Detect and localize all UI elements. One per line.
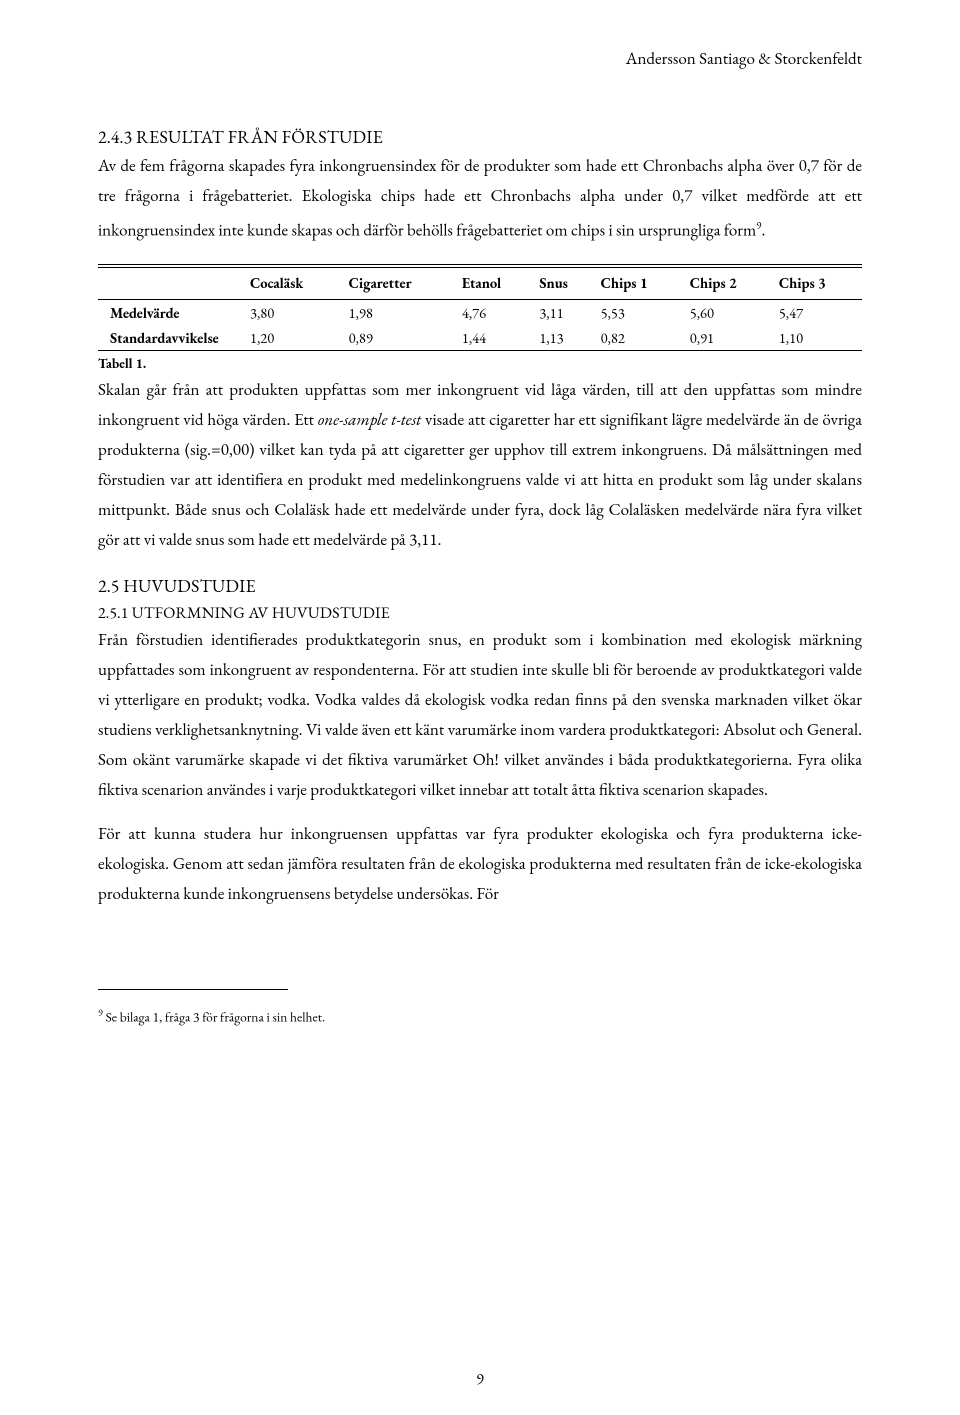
- table-cell: 3,11: [533, 299, 594, 325]
- table-cell: 5,60: [684, 299, 773, 325]
- footnote: 9 Se bilaga 1, fråga 3 för frågorna i si…: [98, 1004, 862, 1027]
- section-number: 2.4.3: [98, 126, 132, 149]
- section-number: 2.5: [98, 575, 119, 598]
- paragraph-after-table: Skalan går från att produkten uppfattas …: [98, 375, 862, 555]
- italic-term: one-sample t-test: [318, 409, 421, 431]
- table-row-label: Standardavvikelse: [98, 325, 244, 351]
- table-header-cell: [98, 266, 244, 300]
- table-header-cell: Chips 1: [595, 266, 684, 300]
- para-text-end: .: [761, 220, 765, 242]
- table-row-label: Medelvärde: [98, 299, 244, 325]
- table-cell: 1,98: [343, 299, 456, 325]
- section-2-5-heading: 2.5 HUVUDSTUDIE: [98, 575, 862, 598]
- table-header-cell: Cocaläsk: [244, 266, 343, 300]
- table-caption: Tabell 1.: [98, 355, 862, 373]
- table-header-cell: Chips 2: [684, 266, 773, 300]
- footnote-text: Se bilaga 1, fråga 3 för frågorna i sin …: [103, 1008, 325, 1026]
- table-header-cell: Etanol: [456, 266, 533, 300]
- section-2-4-3-heading: 2.4.3 RESULTAT FRÅN FÖRSTUDIE: [98, 126, 862, 149]
- table-row: Standardavvikelse 1,20 0,89 1,44 1,13 0,…: [98, 325, 862, 351]
- table-header-row: Cocaläsk Cigaretter Etanol Snus Chips 1 …: [98, 266, 862, 300]
- table-cell: 1,10: [773, 325, 862, 351]
- section-number: 2.5.1: [98, 602, 128, 623]
- running-header: Andersson Santiago & Storckenfeldt: [98, 48, 862, 70]
- table-header-cell: Cigaretter: [343, 266, 456, 300]
- paragraph-pre-table: Av de fem frågorna skapades fyra inkongr…: [98, 151, 862, 246]
- section-title: UTFORMNING AV HUVUDSTUDIE: [128, 602, 389, 623]
- table-cell: 0,89: [343, 325, 456, 351]
- table-cell: 4,76: [456, 299, 533, 325]
- page-number: 9: [0, 1368, 960, 1389]
- table-cell: 5,53: [595, 299, 684, 325]
- table-cell: 1,20: [244, 325, 343, 351]
- section-2-5-1-heading: 2.5.1 UTFORMNING AV HUVUDSTUDIE: [98, 602, 862, 623]
- table-cell: 0,91: [684, 325, 773, 351]
- table-cell: 5,47: [773, 299, 862, 325]
- table-cell: 0,82: [595, 325, 684, 351]
- para-text: Av de fem frågorna skapades fyra inkongr…: [98, 155, 862, 242]
- table-cell: 1,44: [456, 325, 533, 351]
- section-title: RESULTAT FRÅN FÖRSTUDIE: [132, 126, 383, 149]
- table-header-cell: Chips 3: [773, 266, 862, 300]
- results-table: Cocaläsk Cigaretter Etanol Snus Chips 1 …: [98, 264, 862, 351]
- table-header-cell: Snus: [533, 266, 594, 300]
- table-cell: 3,80: [244, 299, 343, 325]
- table-cell: 1,13: [533, 325, 594, 351]
- paragraph-251-2: För att kunna studera hur inkongruensen …: [98, 819, 862, 909]
- paragraph-251-1: Från förstudien identifierades produktka…: [98, 625, 862, 805]
- table-row: Medelvärde 3,80 1,98 4,76 3,11 5,53 5,60…: [98, 299, 862, 325]
- footnote-separator: [98, 989, 288, 990]
- section-title: HUVUDSTUDIE: [119, 575, 255, 598]
